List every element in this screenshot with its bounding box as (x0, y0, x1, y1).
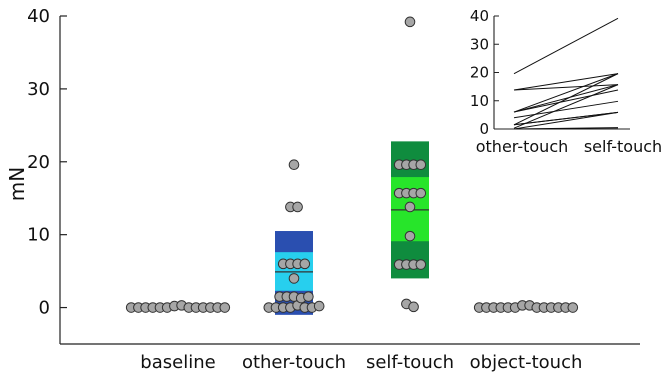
inset-y-tick-label: 0 (479, 120, 489, 138)
inset-pair-line (513, 111, 619, 126)
main-category-labels: baseline other-touch self-touch object-touc… (140, 352, 582, 373)
inset-y-ticks: 0 10 20 30 40 (470, 7, 499, 138)
inset-pair-line (513, 84, 619, 91)
y-axis-label: mN (5, 167, 29, 201)
inset-y-tick-label: 30 (470, 35, 489, 53)
inset-y-tick-label: 20 (470, 64, 489, 82)
inset-category-label: other-touch (476, 137, 569, 156)
data-point (292, 201, 303, 213)
inset-pair-line (513, 84, 619, 113)
inset-category-labels: other-touch self-touch (476, 137, 662, 156)
y-tick-label: 40 (27, 6, 50, 27)
data-point (303, 291, 314, 302)
category-label: self-touch (366, 352, 454, 373)
y-tick-label: 30 (27, 79, 50, 100)
data-point (404, 230, 416, 242)
data-point (219, 302, 231, 313)
inset-y-tick-label: 10 (470, 92, 489, 110)
inset-pair-line (513, 73, 619, 91)
inset-pair-line (513, 17, 619, 75)
y-tick-label: 10 (27, 225, 50, 246)
data-point (404, 16, 416, 28)
data-point (415, 187, 427, 199)
y-tick-label: 20 (27, 152, 50, 173)
inset-pair-line (513, 89, 619, 113)
data-point (288, 159, 300, 170)
category-label: other-touch (242, 352, 346, 373)
inset-lines (513, 17, 619, 130)
data-point (415, 159, 427, 170)
data-point (299, 258, 311, 270)
data-point (408, 301, 419, 313)
category-label: object-touch (470, 352, 583, 373)
data-point (313, 300, 325, 312)
data-point (288, 273, 300, 284)
data-point (404, 201, 416, 213)
inset-pair-line (513, 111, 619, 130)
inset-pair-line (513, 100, 619, 119)
y-tick-label: 0 (39, 298, 50, 319)
inset-pair-line (513, 84, 619, 129)
inset-category-label: self-touch (584, 137, 662, 156)
main-axes (59, 16, 640, 345)
category-label: baseline (140, 352, 215, 373)
main-points (125, 16, 579, 313)
data-point (415, 259, 427, 270)
main-y-ticks: 0 10 20 30 40 (27, 6, 67, 319)
inset-y-tick-label: 40 (470, 7, 489, 25)
inset-pair-line (513, 73, 619, 113)
data-point (567, 302, 579, 313)
inset-pair-line (513, 73, 619, 126)
